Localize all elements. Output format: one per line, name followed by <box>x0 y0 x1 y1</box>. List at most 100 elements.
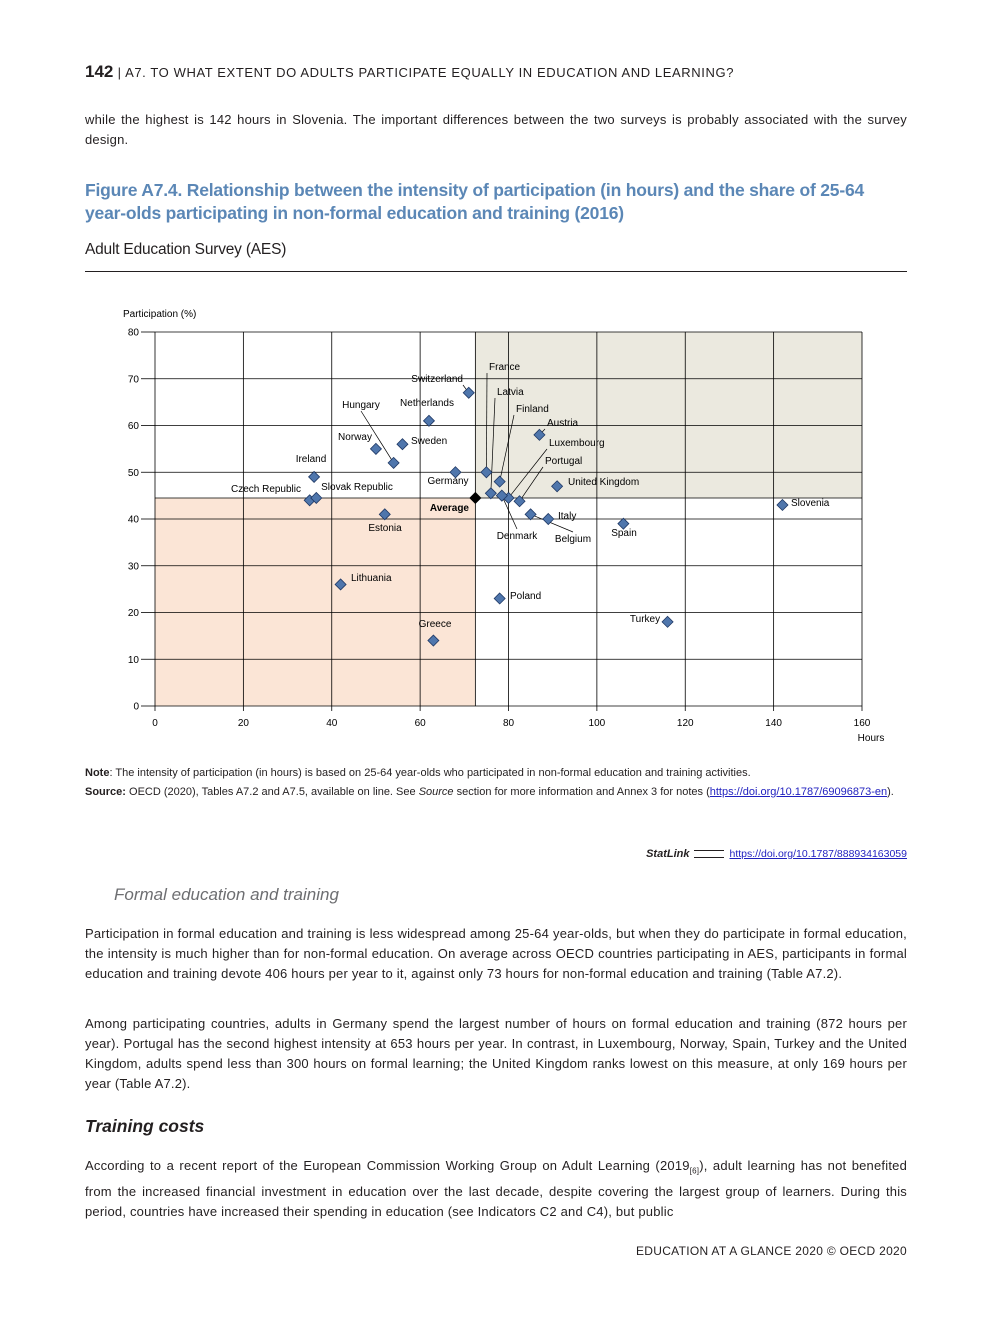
costs-text-2: ), adult learning has not benefited from… <box>85 1158 907 1219</box>
leader-line-luxembourg <box>508 448 548 499</box>
y-tick-label: 60 <box>128 421 140 432</box>
upper-right-quadrant <box>475 332 862 498</box>
intro-paragraph: while the highest is 142 hours in Sloven… <box>85 112 907 147</box>
x-tick-label: 0 <box>152 718 158 729</box>
source-italic: Source <box>418 786 454 798</box>
lower-left-quadrant <box>155 497 476 706</box>
data-point-italy <box>542 512 555 526</box>
chart-axes: 0 20 40 60 80 100 120 140 160 0 10 20 30 40 50 60 70 80 Pa… <box>123 309 884 744</box>
point-label-france: France <box>489 362 521 373</box>
section-heading-costs: Training costs <box>85 1116 205 1136</box>
header-separator: | <box>117 65 122 80</box>
data-point-spain <box>617 517 630 530</box>
quadrant-shading <box>155 332 862 706</box>
source-text-2: section for more information and Annex 3… <box>453 786 710 798</box>
source-text: OECD (2020), Tables A7.2 and A7.5, avail… <box>125 786 419 798</box>
data-point-france <box>480 466 493 479</box>
statlink-link[interactable]: https://doi.org/10.1787/888934163059 <box>729 848 908 860</box>
y-tick-label: 70 <box>128 374 140 385</box>
point-label-turkey: Turkey <box>630 614 660 625</box>
point-label-netherlands: Netherlands <box>400 398 454 409</box>
point-label-austria: Austria <box>547 418 579 429</box>
data-point-belgium <box>524 508 537 521</box>
point-label-slovak-republic: Slovak Republic <box>321 482 393 493</box>
y-tick-label: 30 <box>128 561 140 572</box>
leader-line-hungary <box>360 410 394 464</box>
y-tick-label: 10 <box>128 655 140 666</box>
point-label-estonia: Estonia <box>368 523 402 534</box>
point-label-belgium: Belgium <box>555 534 591 545</box>
data-point-estonia <box>378 508 391 521</box>
data-point-latvia <box>484 487 497 500</box>
point-label-lithuania: Lithuania <box>351 573 392 584</box>
point-label-czech-republic: Czech Republic <box>231 484 301 495</box>
x-tick-label: 160 <box>854 718 871 729</box>
point-label-switzerland: Switzerland <box>411 374 463 385</box>
point-label-slovenia: Slovenia <box>791 498 830 509</box>
figure-title: Figure A7.4. Relationship between the in… <box>85 180 865 223</box>
average-label: Average <box>430 503 470 514</box>
point-label-norway: Norway <box>338 432 372 443</box>
data-point-denmark <box>495 489 508 502</box>
figure-note: Note: The intensity of participation (in… <box>85 764 907 782</box>
statlink: StatLink https://doi.org/10.1787/88893416… <box>646 848 907 860</box>
point-label-denmark: Denmark <box>497 531 539 542</box>
costs-text: According to a recent report of the Euro… <box>85 1158 690 1173</box>
leader-line-belgium <box>530 514 574 533</box>
source-label: Source: <box>85 786 126 798</box>
data-points <box>303 386 789 647</box>
x-axis-title: Hours <box>858 733 885 744</box>
point-label-luxembourg: Luxembourg <box>549 438 605 449</box>
data-point-united-kingdom <box>551 480 564 493</box>
data-point-portugal <box>513 495 526 508</box>
scatter-chart: Switzerland France Latvia Finland Netherland… <box>123 309 884 744</box>
leader-line-france <box>486 372 488 473</box>
data-point-lithuania <box>334 578 347 591</box>
data-point-slovenia <box>776 498 789 512</box>
y-tick-label: 80 <box>128 328 140 339</box>
source-doi-link[interactable]: https://doi.org/10.1787/69096873-en <box>709 786 888 798</box>
data-point-norway <box>369 442 383 455</box>
figure-subtitle: Adult Education Survey (AES) <box>85 241 287 258</box>
note-label: Note <box>85 767 110 779</box>
data-point-poland <box>493 592 506 605</box>
data-point-greece <box>427 634 440 647</box>
x-tick-label: 40 <box>326 718 338 729</box>
point-label-italy: Italy <box>558 511 576 522</box>
y-tick-label: 50 <box>128 468 140 479</box>
data-point-switzerland <box>462 386 475 399</box>
y-tick-label: 0 <box>133 702 139 713</box>
point-label-spain: Spain <box>611 528 637 539</box>
point-label-finland: Finland <box>516 404 549 415</box>
header-title: A7. TO WHAT EXTENT DO ADULTS PARTICIPATE… <box>125 65 735 80</box>
data-point-germany <box>449 466 462 479</box>
formal-paragraph-2: Among participating countries, adults in… <box>85 1016 907 1091</box>
point-label-poland: Poland <box>510 591 541 602</box>
data-point-ireland <box>308 470 321 483</box>
label-leader-lines <box>360 372 574 533</box>
x-tick-label: 100 <box>589 718 606 729</box>
data-point-turkey <box>661 615 674 628</box>
source-text-3: ). <box>887 786 894 798</box>
x-tick-label: 80 <box>503 718 515 729</box>
y-axis-title: Participation (%) <box>123 309 196 320</box>
y-tick-label: 40 <box>128 515 140 526</box>
point-label-hungary: Hungary <box>342 400 380 411</box>
data-point-average <box>469 491 482 505</box>
point-label-greece: Greece <box>419 619 452 630</box>
figure-divider <box>85 271 907 272</box>
costs-paragraph: According to a recent report of the Euro… <box>85 1156 907 1222</box>
point-label-ireland: Ireland <box>296 454 327 465</box>
y-tick-label: 20 <box>128 608 140 619</box>
x-tick-label: 140 <box>765 718 782 729</box>
formal-paragraph-1: Participation in formal education and tr… <box>85 926 907 981</box>
point-label-sweden: Sweden <box>411 436 447 447</box>
note-text: : The intensity of participation (in hou… <box>109 767 751 779</box>
leader-line-finland <box>499 414 515 482</box>
point-label-germany: Germany <box>427 476 468 487</box>
statlink-brand: StatLink <box>646 848 690 860</box>
x-tick-label: 120 <box>677 718 694 729</box>
data-point-slovak-republic <box>310 491 323 505</box>
data-point-sweden <box>396 438 409 451</box>
point-label-portugal: Portugal <box>545 456 582 467</box>
